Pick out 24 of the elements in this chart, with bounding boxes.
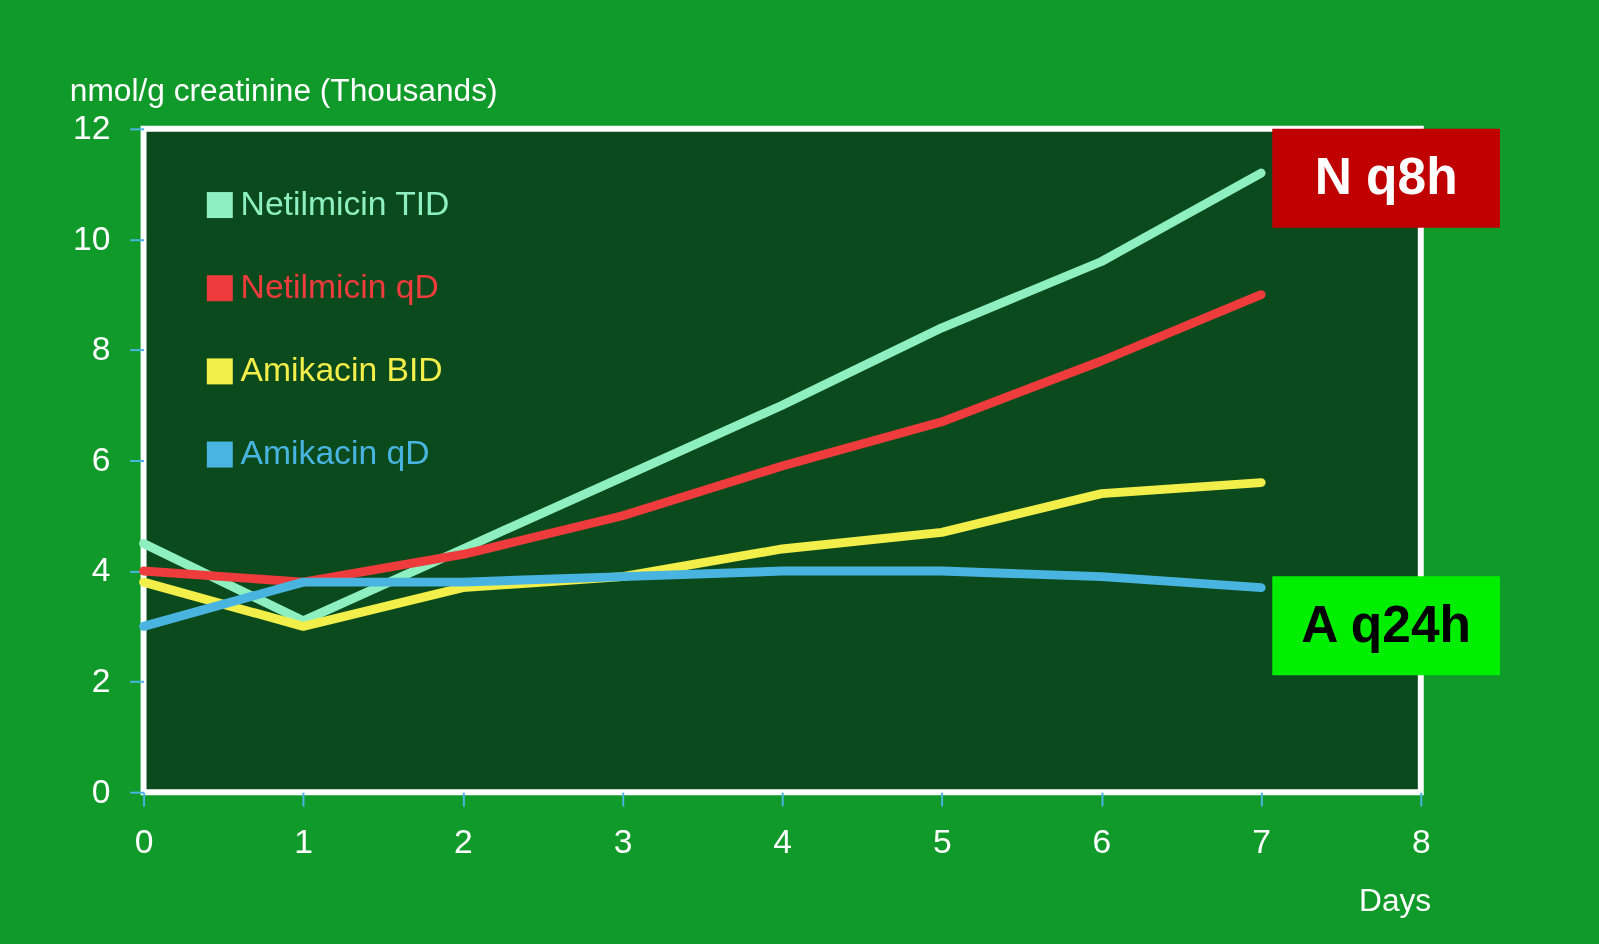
annotation: A q24h [1301,594,1471,653]
x-tick-label: 0 [134,823,154,861]
annotation: N q8h [1314,147,1458,206]
x-tick-label: 6 [1092,823,1112,861]
x-tick-label: 4 [773,823,793,861]
legend-label: Netilmicin qD [240,268,439,306]
x-tick-label: 5 [932,823,952,861]
legend-label: Amikacin qD [240,434,430,472]
y-tick-label: 8 [91,330,111,368]
y-tick-label: 10 [72,219,111,257]
x-axis-title: Days [1359,882,1432,919]
y-tick-label: 12 [72,109,111,147]
legend-label: Amikacin BID [240,351,443,389]
x-tick-label: 3 [613,823,633,861]
x-tick-label: 7 [1252,823,1271,861]
x-tick-label: 1 [294,823,314,861]
x-tick-label: 8 [1411,823,1431,861]
y-tick-label: 4 [91,551,111,589]
legend-label: Netilmicin TID [240,184,450,222]
x-tick-label: 2 [454,823,473,861]
y-axis-title: nmol/g creatinine (Thousands) [69,71,498,108]
y-tick-label: 0 [91,772,111,810]
y-tick-label: 2 [91,662,111,700]
y-tick-label: 6 [91,440,111,478]
